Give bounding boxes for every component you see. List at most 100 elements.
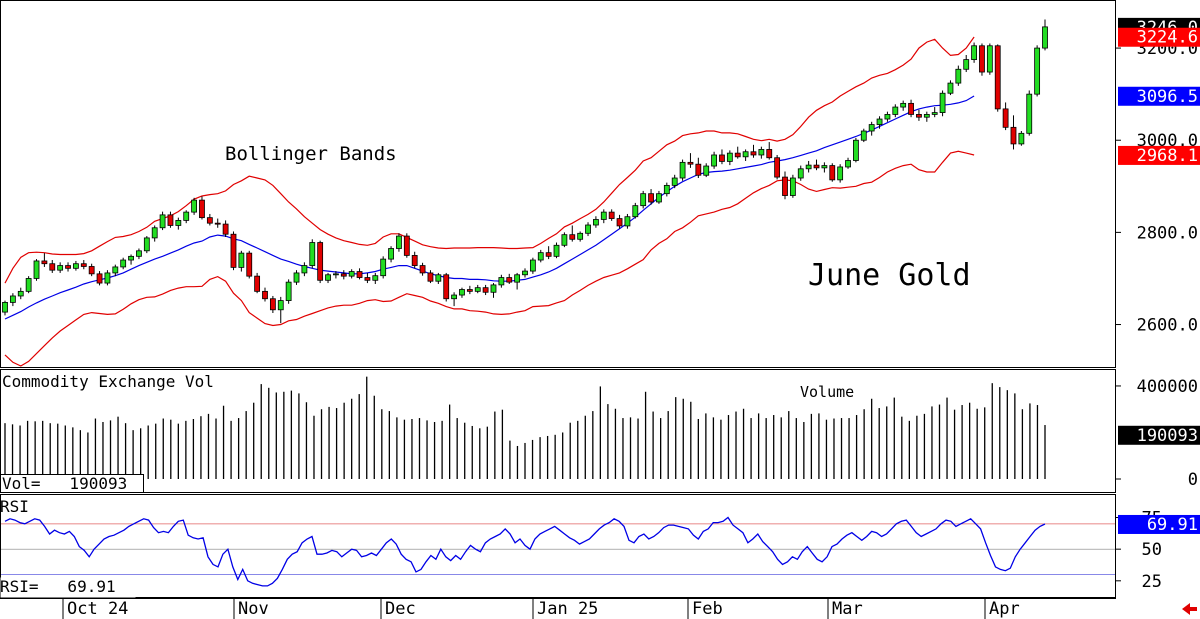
candle [663, 182, 670, 197]
candle-body [325, 274, 331, 281]
candle [916, 109, 922, 121]
rsi-tag-box [1118, 514, 1200, 534]
candle-body [57, 265, 64, 271]
rsi-tick-label-1: 50 [1142, 540, 1162, 560]
volume-bars [4, 376, 1046, 479]
candle [474, 284, 481, 294]
candle [860, 128, 867, 143]
volume-tick-label-0: 0 [1188, 470, 1198, 490]
candle-body [112, 266, 119, 274]
candle-body [908, 102, 914, 115]
candle [104, 270, 111, 286]
candle-body [340, 273, 347, 277]
candle [293, 270, 300, 285]
candle [805, 160, 812, 173]
candle-body [348, 271, 355, 277]
price-tick-label-1: 2800.0 [1137, 223, 1198, 243]
candle [939, 90, 946, 117]
candle [908, 99, 914, 118]
candle-body [33, 260, 40, 279]
candle [593, 216, 599, 228]
candle [183, 210, 190, 224]
candle [971, 42, 977, 63]
candle-body [403, 235, 410, 256]
price-tag-box [1118, 27, 1200, 47]
candle [876, 116, 883, 129]
candle [41, 253, 48, 267]
candle-body [939, 92, 946, 113]
candle-body [356, 271, 363, 278]
candle-body [868, 124, 875, 132]
x-tick-label-4: Feb [692, 599, 723, 619]
candle [679, 159, 686, 181]
candle [482, 284, 489, 296]
candle [1034, 45, 1041, 97]
candle [317, 240, 324, 284]
candle-body [734, 152, 741, 158]
candle [884, 111, 891, 122]
candle-body [73, 263, 79, 269]
scroll-arrow-icon[interactable] [1182, 603, 1197, 615]
candle-body [9, 295, 16, 303]
candle-body [1018, 132, 1025, 145]
candle [128, 254, 134, 265]
candle-body [687, 161, 694, 165]
candle-body [183, 211, 190, 221]
x-tick-label-3: Jan 25 [537, 599, 598, 619]
candle [868, 121, 875, 136]
candle-body [159, 214, 166, 229]
candle-body [451, 294, 457, 300]
candle-body [986, 45, 993, 73]
candle-body [632, 205, 639, 218]
candle-body [498, 277, 505, 286]
candle-body [916, 114, 922, 118]
candle-body [569, 234, 576, 240]
candle [206, 213, 213, 226]
candle [120, 257, 127, 270]
candle-body [490, 284, 497, 293]
candle-body [25, 278, 32, 292]
candle [656, 190, 662, 204]
price-tag-box [1118, 145, 1200, 165]
x-tick-label-1: Nov [238, 599, 269, 619]
volume-readout-box [0, 474, 144, 493]
candle-body [1026, 93, 1033, 134]
candle [1042, 19, 1048, 51]
rsi-tag-label: 69.91 [1147, 515, 1198, 535]
candle [159, 211, 166, 231]
candle-body [65, 265, 71, 269]
candle-body [301, 265, 308, 274]
candle-body [269, 298, 276, 311]
candle [577, 231, 584, 242]
candle-body [971, 45, 977, 60]
candle-body [979, 45, 985, 73]
price-tick-label-0: 2600.0 [1137, 316, 1198, 336]
candle-body [199, 199, 205, 219]
candle [364, 272, 371, 284]
candle-body [758, 149, 765, 156]
candle-body [49, 263, 56, 271]
candle [372, 272, 379, 284]
candle-body [317, 242, 324, 281]
candle-body [900, 102, 907, 108]
candle-body [514, 274, 521, 283]
candle [774, 154, 781, 180]
candle [238, 250, 245, 272]
candle [419, 262, 426, 276]
price-tag-label: 3096.5 [1137, 87, 1198, 107]
candle [553, 242, 560, 259]
candle-body [80, 263, 87, 267]
candle-body [923, 114, 930, 118]
candle-body [104, 272, 111, 284]
candle [466, 285, 473, 295]
candle [1002, 102, 1009, 131]
candle [758, 146, 765, 159]
candle-body [435, 274, 442, 282]
candle-body [837, 166, 844, 181]
candle [230, 231, 237, 271]
candle-body [411, 255, 418, 266]
bollinger-lower-line [4, 150, 975, 367]
candle [947, 80, 954, 96]
price-tag-3: 2968.1 [1118, 145, 1200, 166]
candle-body [876, 118, 883, 125]
